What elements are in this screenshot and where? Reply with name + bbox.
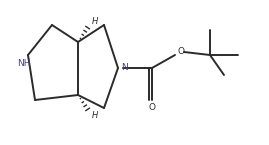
Text: N: N <box>122 64 128 72</box>
Text: NH: NH <box>17 58 31 68</box>
Text: O: O <box>148 104 155 113</box>
Text: H: H <box>92 17 98 26</box>
Text: O: O <box>178 48 185 57</box>
Text: H: H <box>92 112 98 120</box>
